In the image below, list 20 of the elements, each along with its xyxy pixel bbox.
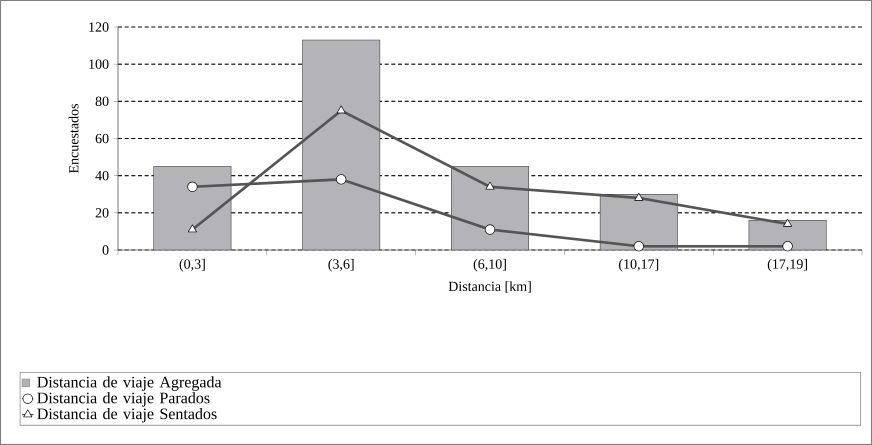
legend-label: Distancia de viaje Sentados [37,408,217,422]
y-tick-label: 80 [96,96,109,106]
x-tick-label: (10,17] [618,258,658,272]
bar [302,40,380,250]
y-tick-label: 60 [96,134,109,144]
x-tick-label: (6,10] [474,258,506,272]
bar [451,166,529,250]
y-tick-label: 100 [89,59,109,69]
bar [153,166,232,250]
x-axis-title: Distancia [km] [448,281,531,293]
x-tick-label: (17,19] [768,258,807,272]
legend-label: Distancia de viaje Agregada [37,376,222,391]
y-tick-label: 40 [95,170,109,180]
legend-label: Distancia de viaje Parados [37,392,210,407]
y-axis-title: Encuestados [68,104,78,174]
y-tick-label: 0 [102,245,109,255]
y-tick-label: 20 [96,208,109,218]
x-tick-label: (3,6] [328,258,354,272]
x-tick-label: (0,3] [180,258,205,272]
y-tick-label: 120 [89,22,109,32]
